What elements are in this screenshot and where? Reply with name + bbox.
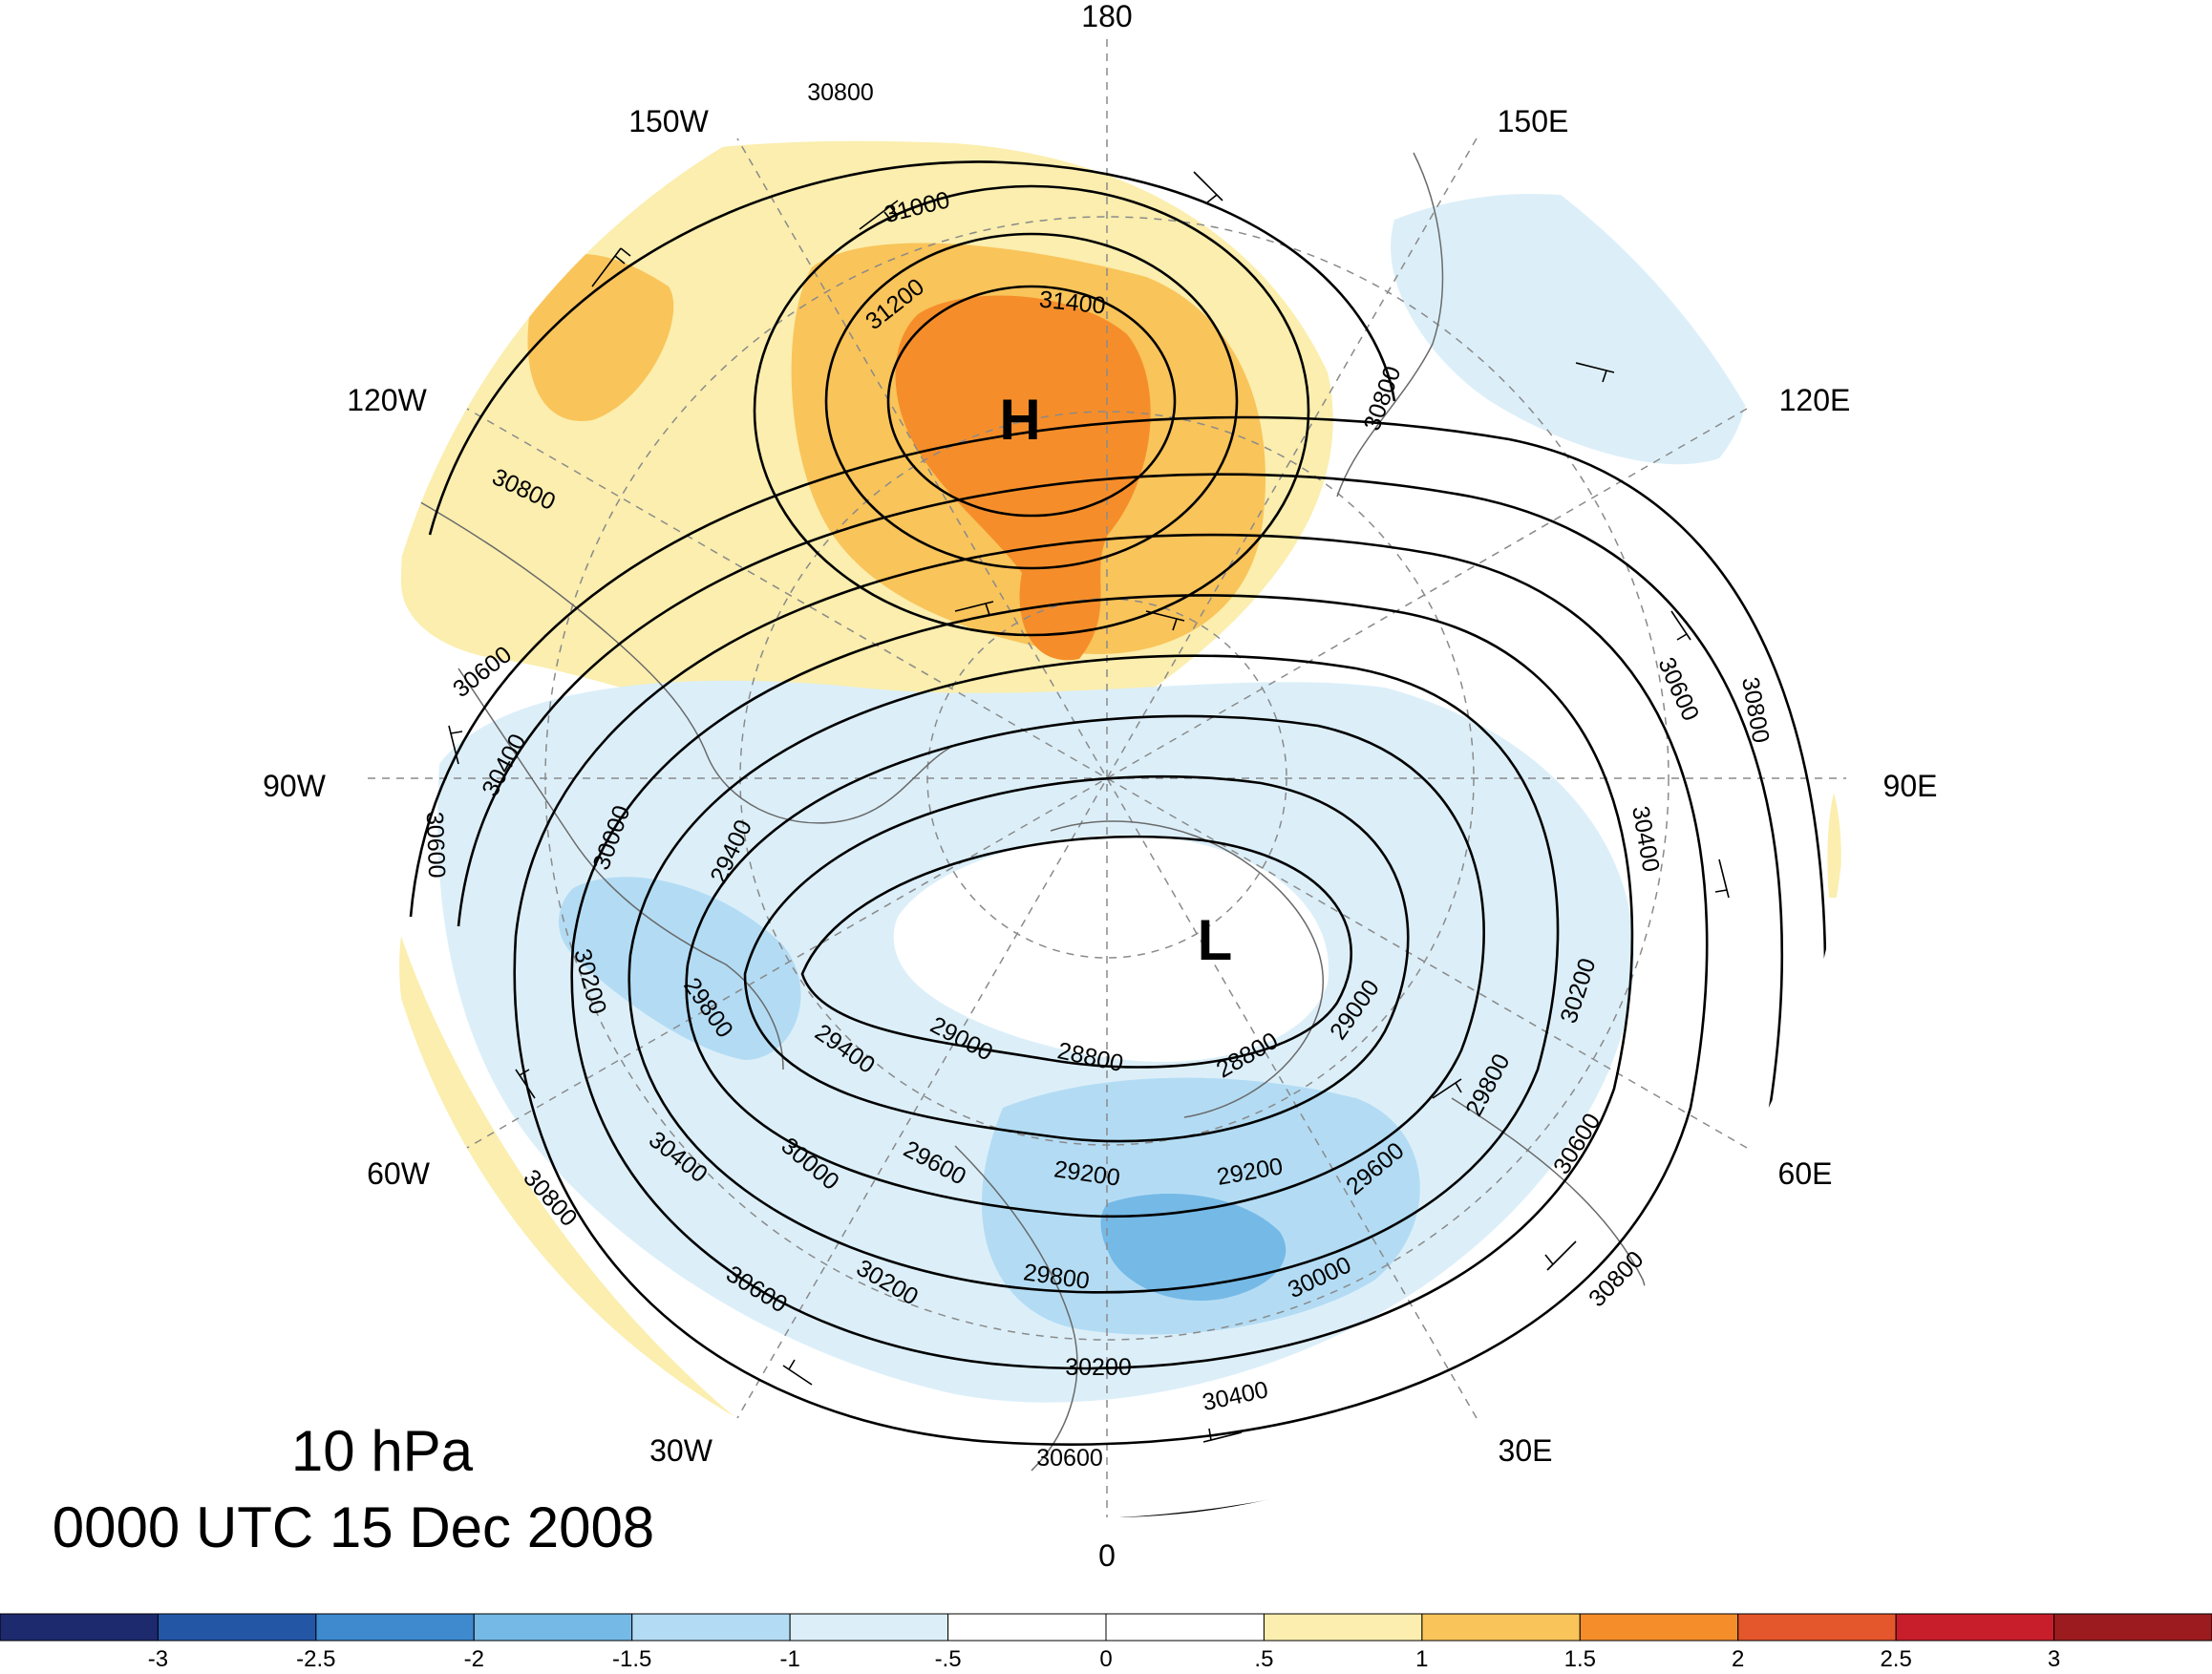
colorbar-swatch — [1105, 1613, 1265, 1642]
negative-anomaly-medium-blue-region — [1100, 1194, 1287, 1301]
positive-anomaly-orange-region — [527, 254, 674, 421]
negative-anomaly-ne-region — [1391, 193, 1751, 465]
low-center-label: L — [1198, 908, 1233, 972]
lon-label-150w: 150W — [628, 104, 709, 138]
height-contours — [409, 160, 1827, 1517]
colorbar-tick-label: -1 — [779, 1646, 799, 1672]
colorbar-tick-label: 0 — [1099, 1646, 1112, 1672]
lon-label-120w: 120W — [347, 383, 427, 417]
contour-label: 30800 — [1736, 675, 1775, 745]
lon-label-30w: 30W — [649, 1433, 713, 1468]
colorbar-tick-label: 1 — [1415, 1646, 1428, 1672]
colorbar-swatch — [2053, 1613, 2212, 1642]
colorbar-tick-label: -3 — [148, 1646, 168, 1672]
colorbar-tick-label: -.5 — [935, 1646, 962, 1672]
colorbar-tick-label: 2.5 — [1880, 1646, 1911, 1672]
contour-label: 30800 — [1584, 1246, 1648, 1312]
lon-label-60w: 60W — [367, 1156, 431, 1191]
valid-time-title: 0000 UTC 15 Dec 2008 — [53, 1495, 654, 1559]
coastlines — [410, 152, 1651, 1472]
colorbar-tick-label: -2 — [464, 1646, 484, 1672]
contour-label: 30400 — [1200, 1376, 1270, 1416]
colorbar-swatch — [1263, 1613, 1423, 1642]
contour-label: 30800 — [807, 79, 874, 106]
lon-label-0: 0 — [1098, 1538, 1116, 1573]
colorbar-swatch — [1421, 1613, 1581, 1642]
colorbar-tick-label: -2.5 — [296, 1646, 335, 1672]
contour-label: 30600 — [1652, 653, 1704, 725]
colorbar-swatch — [789, 1613, 949, 1642]
colorbar-tick-label: .5 — [1254, 1646, 1273, 1672]
colorbar-tick-labels: -3 -2.5 -2 -1.5 -1 -.5 0 .5 1 1.5 2 2.5 3 — [148, 1646, 2060, 1672]
wind-barbs — [448, 171, 1730, 1443]
anomaly-shading — [399, 140, 1841, 1517]
lon-label-90w: 90W — [263, 769, 327, 803]
lon-label-90e: 90E — [1883, 769, 1938, 803]
colorbar-swatch — [947, 1613, 1107, 1642]
lon-label-60e: 60E — [1778, 1156, 1833, 1191]
colorbar-swatch — [157, 1613, 317, 1642]
colorbar-swatch — [473, 1613, 633, 1642]
colorbar-tick-label: 1.5 — [1564, 1646, 1596, 1672]
colorbar-tick-label: -1.5 — [612, 1646, 651, 1672]
colorbar-swatch — [631, 1613, 791, 1642]
lon-label-30e: 30E — [1499, 1433, 1553, 1468]
contour-label: 30200 — [1065, 1354, 1132, 1381]
pressure-level-title: 10 hPa — [291, 1419, 474, 1483]
colorbar-swatch — [315, 1613, 475, 1642]
longitude-labels: 180 150E 120E 90E 60E 30E 0 30W 60W 90W … — [263, 0, 1937, 1573]
graticule — [368, 39, 1846, 1517]
lon-label-120e: 120E — [1779, 383, 1851, 417]
colorbar-tick-label: 3 — [2048, 1646, 2060, 1672]
negative-anomaly-blue-region — [559, 877, 801, 1060]
near-zero-center-region — [893, 835, 1329, 1062]
contour-label: 30600 — [421, 811, 450, 878]
contour-label: 30400 — [1627, 804, 1665, 874]
high-center-label: H — [999, 388, 1040, 452]
colorbar-tick-label: 2 — [1732, 1646, 1744, 1672]
colorbar — [0, 1613, 2212, 1642]
colorbar-swatch — [1737, 1613, 1897, 1642]
positive-anomaly-east-sliver — [1827, 793, 1841, 898]
positive-anomaly-dark-orange-region — [895, 295, 1151, 661]
colorbar-swatch — [0, 1613, 159, 1642]
lon-label-180: 180 — [1081, 0, 1132, 33]
lon-label-150e: 150E — [1498, 104, 1569, 138]
colorbar-swatch — [1895, 1613, 2055, 1642]
colorbar-swatch — [1579, 1613, 1739, 1642]
contour-label: 30600 — [1036, 1445, 1103, 1472]
